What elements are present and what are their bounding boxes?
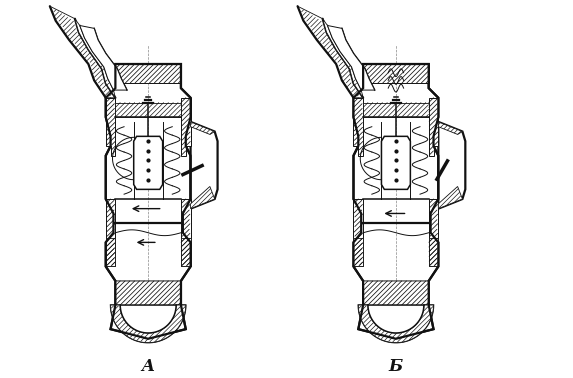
- Polygon shape: [354, 237, 363, 266]
- Polygon shape: [50, 6, 115, 98]
- Polygon shape: [363, 64, 429, 83]
- Polygon shape: [363, 102, 429, 117]
- Polygon shape: [111, 305, 186, 342]
- Text: A: A: [142, 358, 155, 375]
- Polygon shape: [75, 19, 115, 98]
- Polygon shape: [115, 64, 181, 83]
- Polygon shape: [111, 305, 186, 342]
- Polygon shape: [191, 122, 215, 135]
- Polygon shape: [181, 98, 191, 156]
- Polygon shape: [368, 305, 424, 333]
- Polygon shape: [191, 186, 215, 209]
- Polygon shape: [358, 305, 434, 342]
- Polygon shape: [115, 281, 181, 339]
- Polygon shape: [382, 136, 410, 189]
- Polygon shape: [80, 25, 127, 90]
- Polygon shape: [363, 281, 429, 339]
- Text: Б: Б: [389, 358, 403, 375]
- Polygon shape: [120, 305, 176, 333]
- Polygon shape: [429, 98, 438, 156]
- Polygon shape: [354, 199, 363, 266]
- Polygon shape: [429, 199, 438, 266]
- Polygon shape: [106, 98, 115, 156]
- Polygon shape: [358, 305, 434, 342]
- Polygon shape: [438, 122, 462, 135]
- Polygon shape: [106, 237, 115, 266]
- Polygon shape: [354, 64, 438, 339]
- Polygon shape: [106, 199, 115, 266]
- Polygon shape: [134, 136, 163, 189]
- Polygon shape: [181, 237, 191, 266]
- Polygon shape: [297, 6, 363, 98]
- Polygon shape: [429, 237, 438, 266]
- Polygon shape: [354, 98, 363, 156]
- Polygon shape: [191, 122, 218, 209]
- Polygon shape: [327, 25, 375, 90]
- Polygon shape: [181, 199, 191, 266]
- Polygon shape: [115, 102, 181, 117]
- Polygon shape: [323, 19, 363, 98]
- Polygon shape: [438, 186, 462, 209]
- Polygon shape: [438, 122, 465, 209]
- Polygon shape: [106, 64, 191, 339]
